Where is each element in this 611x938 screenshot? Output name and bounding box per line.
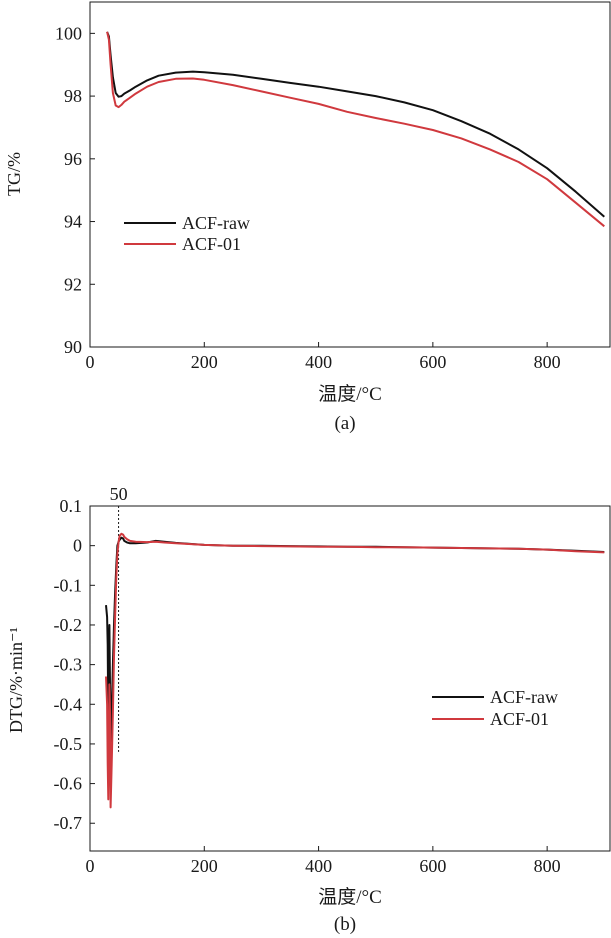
x-tick-label-b: 400 [305,856,332,876]
legend-label-acf-raw: ACF-raw [490,687,558,707]
x-tick-label-b: 0 [86,856,95,876]
series-lines-b [105,532,605,809]
y-tick-label-b: -0.3 [54,655,83,675]
series-line-acf-raw [106,31,605,218]
axis-ticks-b: 0 200 400 600 800 0.1 0 -0.1 -0.2 -0.3 -0.4 -0.5 -0.… [54,496,561,876]
y-tick-label-b: -0.1 [54,575,83,595]
y-tick-label-a: 94 [64,212,82,232]
series-line-acf-01 [105,532,605,809]
x-axis-label-b: 温度/°C [318,886,382,908]
y-tick-label-a: 100 [55,23,82,43]
annotation-label-50: 50 [110,484,128,504]
y-tick-label-b: -0.7 [54,813,83,833]
x-tick-label-b: 200 [191,856,218,876]
plot-frame-b [89,505,611,852]
plot-frame-a [89,1,611,348]
y-tick-label-b: -0.6 [54,774,83,794]
y-axis-label-b: DTG/%·min⁻¹ [6,627,26,733]
y-tick-label-b: 0.1 [60,496,83,516]
series-lines-a [106,31,605,228]
y-tick-label-b: -0.5 [54,734,83,754]
x-tick-label-a: 400 [305,352,332,372]
x-tick-label-a: 800 [534,352,561,372]
legend-label-acf-01: ACF-01 [490,709,549,729]
panel-caption-b: (b) [334,914,356,935]
x-tick-label-a: 200 [191,352,218,372]
axis-ticks-a: 0 200 400 600 800 90 92 94 96 98 100 [55,23,561,372]
panel-a: 0 200 400 600 800 90 92 94 96 98 100 TG/% 温度/°C (a… [4,1,611,434]
x-tick-label-b: 600 [419,856,446,876]
panel-b: 0 200 400 600 800 0.1 0 -0.1 -0.2 -0.3 -0.4 -0.5 -0.… [6,484,611,935]
x-tick-label-a: 600 [419,352,446,372]
legend-b: ACF-raw ACF-01 [432,687,558,729]
legend-label-acf-raw: ACF-raw [182,213,250,233]
y-tick-label-a: 90 [64,337,82,357]
y-tick-label-b: 0 [73,536,82,556]
x-axis-label-a: 温度/°C [318,383,382,405]
y-tick-label-b: -0.4 [54,694,83,714]
y-axis-label-a: TG/% [4,152,24,196]
x-tick-label-b: 800 [534,856,561,876]
legend-label-acf-01: ACF-01 [182,234,241,254]
panel-caption-a: (a) [334,413,355,434]
y-tick-label-b: -0.2 [54,615,83,635]
y-tick-label-a: 96 [64,149,82,169]
y-tick-label-a: 92 [64,274,82,294]
legend-a: ACF-raw ACF-01 [124,213,250,254]
series-line-acf-01 [106,31,605,228]
x-tick-label-a: 0 [86,352,95,372]
y-tick-label-a: 98 [64,86,82,106]
